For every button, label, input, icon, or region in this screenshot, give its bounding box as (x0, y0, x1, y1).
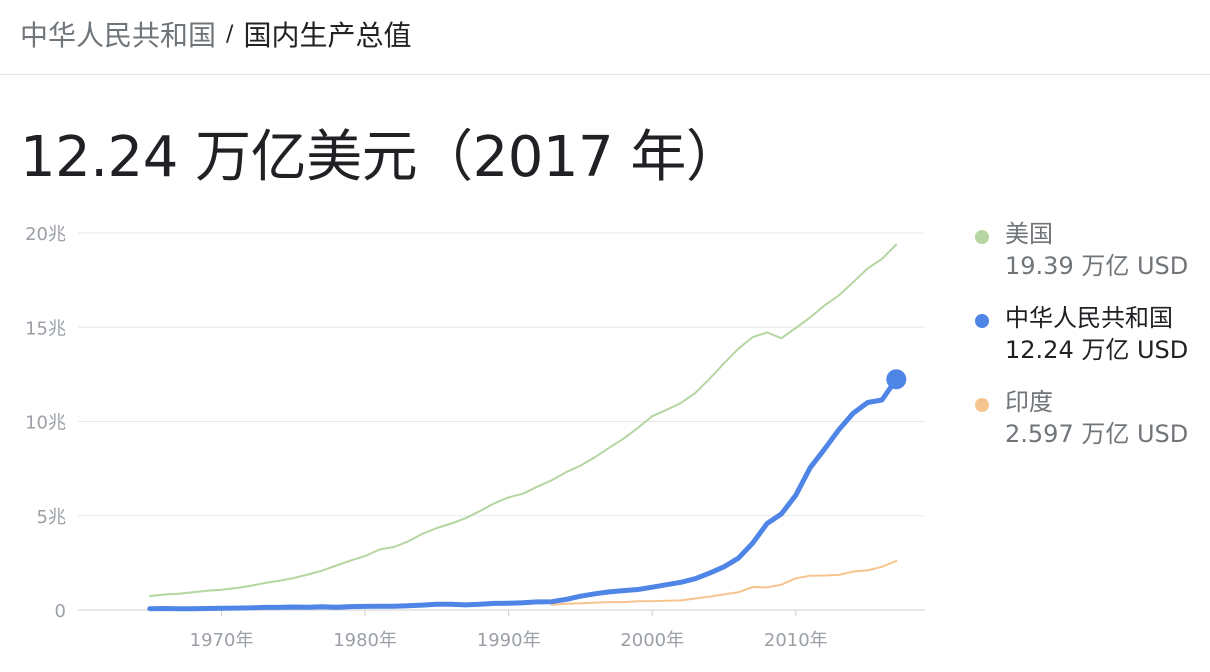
x-tick-label: 1980年 (333, 630, 397, 651)
series-line-1 (147, 376, 899, 612)
legend-dot-usa (975, 230, 989, 244)
x-tick-label: 1990年 (477, 630, 541, 651)
x-tick-label: 2000年 (620, 630, 684, 651)
chart-legend: 美国 19.39 万亿 USD 中华人民共和国 12.24 万亿 USD 印度 … (975, 218, 1205, 470)
legend-name-china: 中华人民共和国 (1005, 304, 1173, 332)
legend-item-india[interactable]: 印度 2.597 万亿 USD (975, 386, 1205, 450)
series-line-2 (550, 560, 898, 606)
y-tick-label: 10兆 (25, 413, 66, 434)
x-tick-label: 2010年 (764, 630, 828, 651)
legend-name-usa: 美国 (1005, 220, 1053, 248)
y-tick-label: 5兆 (37, 507, 66, 528)
legend-name-india: 印度 (1005, 388, 1053, 416)
breadcrumb-current: 国内生产总值 (243, 19, 412, 52)
legend-value-india: 2.597 万亿 USD (1005, 420, 1189, 448)
headline-value: 12.24 万亿美元（2017 年） (20, 125, 742, 190)
legend-value-usa: 19.39 万亿 USD (1005, 252, 1189, 280)
header-divider (0, 74, 1210, 75)
breadcrumb-parent-link[interactable]: 中华人民共和国 (20, 19, 217, 52)
legend-value-china: 12.24 万亿 USD (1005, 336, 1189, 364)
legend-dot-india (975, 398, 989, 412)
series-endpoint-1 (886, 369, 907, 390)
y-tick-label: 15兆 (25, 318, 66, 339)
legend-dot-china (975, 314, 989, 328)
breadcrumb: 中华人民共和国 / 国内生产总值 (20, 14, 411, 54)
y-tick-label: 20兆 (25, 224, 66, 245)
legend-item-usa[interactable]: 美国 19.39 万亿 USD (975, 218, 1205, 282)
legend-item-china[interactable]: 中华人民共和国 12.24 万亿 USD (975, 302, 1205, 366)
breadcrumb-separator: / (226, 21, 234, 47)
x-tick-label: 1970年 (190, 630, 254, 651)
series-line-0 (148, 243, 898, 598)
y-tick-label: 0 (55, 601, 66, 622)
gdp-line-chart[interactable]: 0 5兆 10兆 15兆 20兆 1970年 1980年 1990年 2000年 2010年 (0, 200, 950, 672)
